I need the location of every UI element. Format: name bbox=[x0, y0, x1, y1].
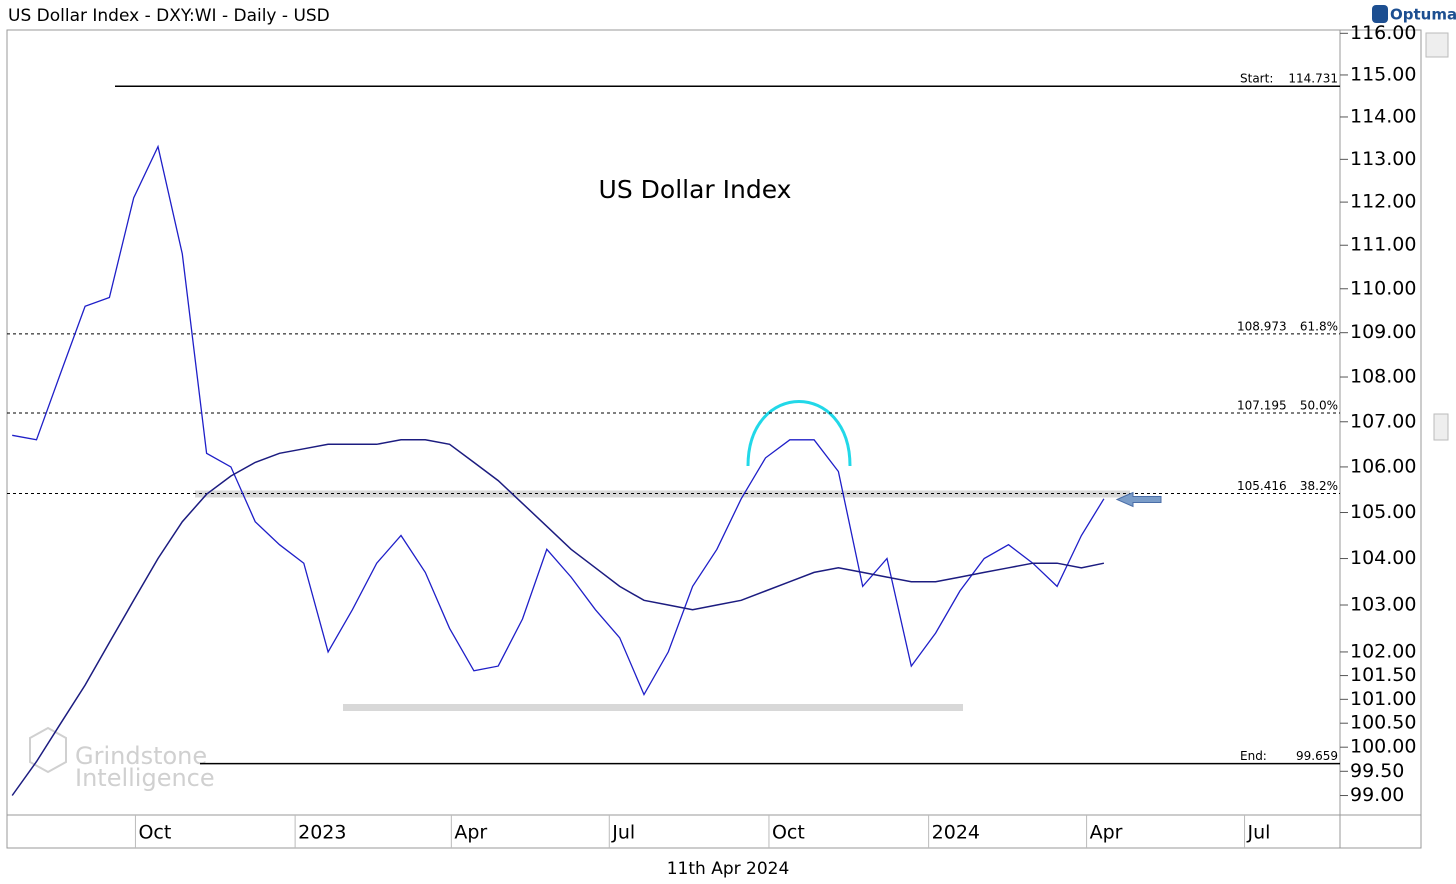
y-tick-label: 116.00 bbox=[1350, 22, 1416, 44]
x-tick-label: Oct bbox=[772, 822, 805, 844]
y-tick-label: 110.00 bbox=[1350, 277, 1416, 299]
y-tick-label: 109.00 bbox=[1350, 321, 1416, 343]
level-pct: 61.8% bbox=[1300, 319, 1338, 333]
y-tick-label: 111.00 bbox=[1350, 234, 1416, 256]
level-pct: 38.2% bbox=[1300, 479, 1338, 493]
y-tick-label: 102.00 bbox=[1350, 640, 1416, 662]
x-tick-label: Jul bbox=[611, 822, 635, 844]
level-name: End: bbox=[1240, 749, 1267, 763]
level-pct: 50.0% bbox=[1300, 399, 1338, 413]
price-line bbox=[12, 144, 1105, 697]
footer: 11th Apr 2024 bbox=[667, 859, 790, 879]
level-price: 108.973 bbox=[1237, 319, 1287, 333]
chart-label: US Dollar Index bbox=[599, 175, 792, 204]
level-price: 99.659 bbox=[1296, 749, 1338, 763]
collapse-button[interactable] bbox=[1433, 413, 1449, 441]
logo-icon bbox=[1372, 5, 1388, 23]
watermark: Grindstone bbox=[75, 742, 207, 770]
lock-button[interactable] bbox=[1425, 32, 1449, 58]
logo: Optuma bbox=[1390, 6, 1456, 24]
y-tick-label: 101.00 bbox=[1350, 688, 1416, 710]
x-tick-label: 2023 bbox=[298, 822, 346, 844]
watermark-logo bbox=[29, 726, 67, 774]
x-tick-label: Oct bbox=[138, 822, 171, 844]
level-price: 107.195 bbox=[1237, 399, 1287, 413]
y-tick-label: 108.00 bbox=[1350, 366, 1416, 388]
y-tick-label: 112.00 bbox=[1350, 191, 1416, 213]
y-tick-label: 105.00 bbox=[1350, 501, 1416, 523]
x-tick-label: 2024 bbox=[932, 822, 980, 844]
level-price: 114.731 bbox=[1288, 72, 1338, 86]
chart-title: US Dollar Index - DXY:WI - Daily - USD bbox=[8, 6, 330, 26]
y-tick-label: 104.00 bbox=[1350, 547, 1416, 569]
y-tick-label: 100.00 bbox=[1350, 736, 1416, 758]
y-tick-label: 101.50 bbox=[1350, 664, 1416, 686]
level-name: Start: bbox=[1240, 72, 1273, 86]
watermark: Intelligence bbox=[75, 764, 215, 792]
y-tick-label: 106.00 bbox=[1350, 455, 1416, 477]
x-tick-label: Apr bbox=[1090, 822, 1123, 844]
y-tick-label: 115.00 bbox=[1350, 63, 1416, 85]
x-tick-label: Apr bbox=[454, 822, 487, 844]
y-tick-label: 113.00 bbox=[1350, 148, 1416, 170]
support-zone bbox=[343, 704, 963, 711]
y-tick-label: 103.00 bbox=[1350, 594, 1416, 616]
highlight-arc bbox=[746, 400, 852, 467]
price-line bbox=[11, 439, 1105, 796]
y-tick-label: 99.00 bbox=[1350, 784, 1404, 806]
arrow bbox=[1115, 491, 1162, 508]
y-tick-label: 99.50 bbox=[1350, 760, 1404, 782]
level-price: 105.416 bbox=[1237, 479, 1287, 493]
x-tick-label: Jul bbox=[1247, 822, 1271, 844]
frame bbox=[6, 29, 1422, 849]
y-tick-label: 100.50 bbox=[1350, 712, 1416, 734]
y-tick-label: 107.00 bbox=[1350, 410, 1416, 432]
y-tick-label: 114.00 bbox=[1350, 105, 1416, 127]
